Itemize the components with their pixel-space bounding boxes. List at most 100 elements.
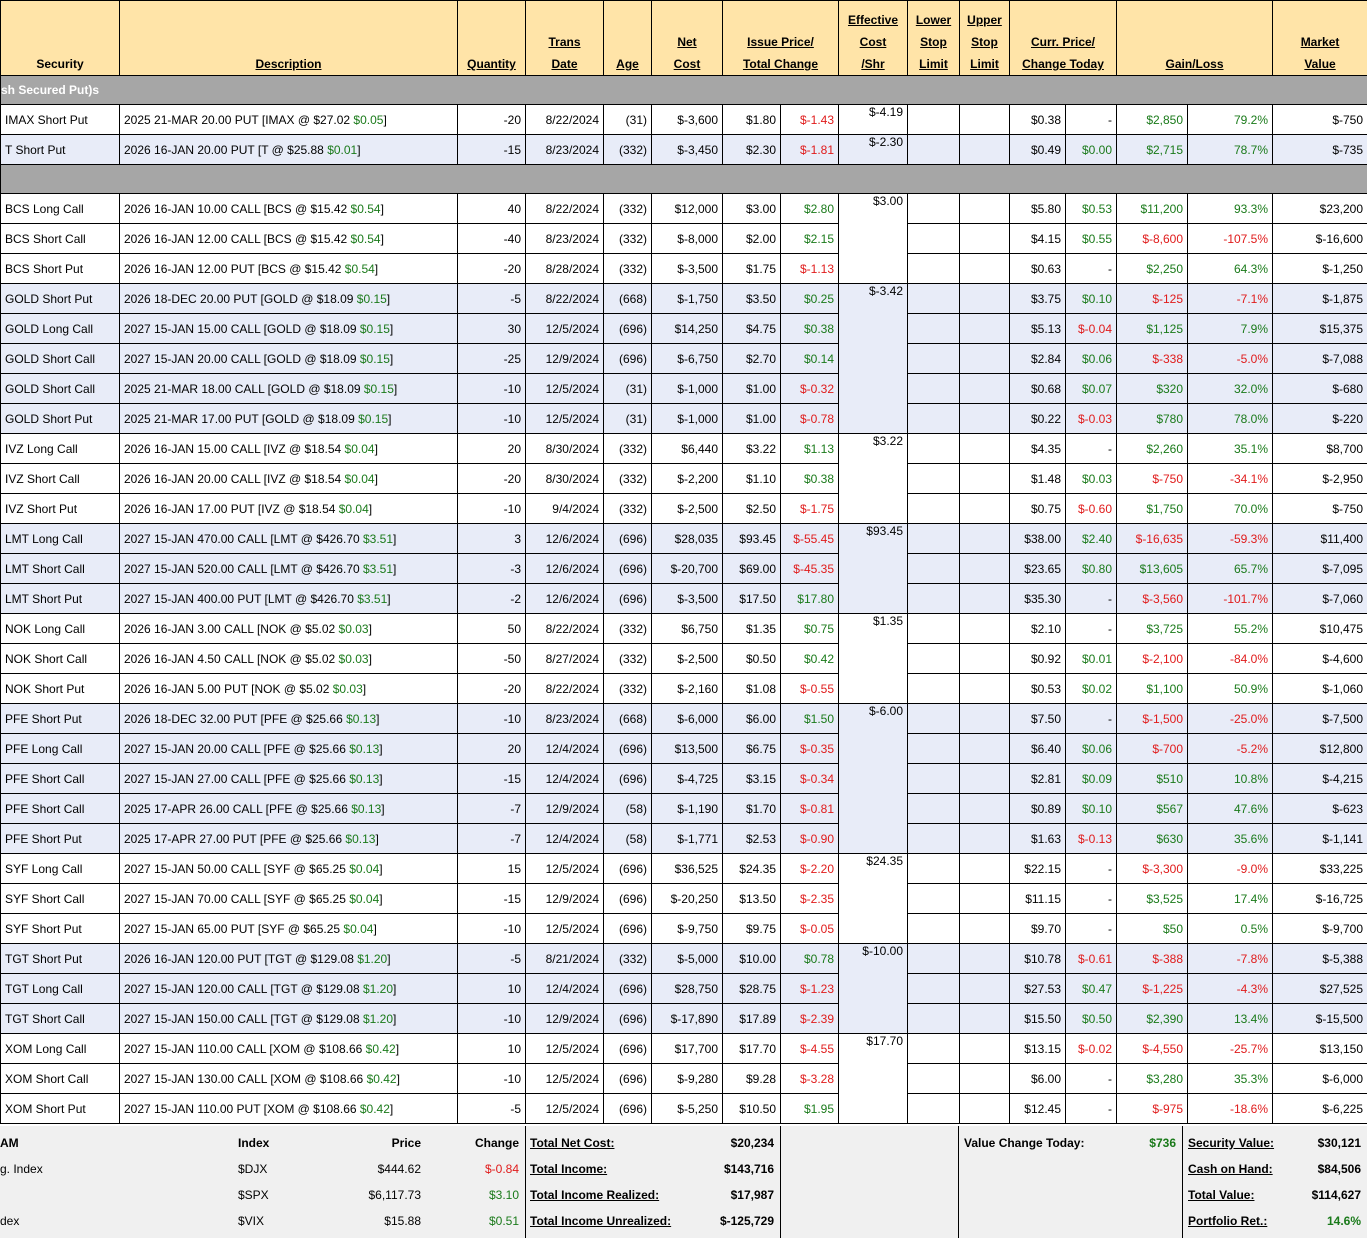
table-row[interactable]: TGT Long Call 2027 15-JAN 120.00 CALL [TG…	[0, 973, 1367, 1004]
gain-loss-cell: $630	[1116, 823, 1189, 854]
description-cell: 2027 15-JAN 20.00 CALL [PFE @ $25.66 $0.…	[119, 733, 458, 764]
gain-loss-cell: $1,125	[1116, 313, 1189, 344]
underlying-change: $0.15	[356, 291, 387, 306]
curr-price-cell: $38.00	[1009, 523, 1066, 554]
table-row[interactable]: LMT Short Call 2027 15-JAN 520.00 CALL [L…	[0, 553, 1367, 584]
table-row[interactable]: LMT Short Put 2027 15-JAN 400.00 PUT [LMT…	[0, 583, 1367, 614]
col-curr-price[interactable]: Curr. Price/Change Today	[1008, 0, 1118, 76]
table-row[interactable]: TGT Short Put 2026 16-JAN 120.00 PUT [TGT…	[0, 943, 1367, 974]
col-description[interactable]: Description	[119, 0, 458, 76]
table-row[interactable]: SYF Long Call 2027 15-JAN 50.00 CALL [SYF…	[0, 853, 1367, 884]
lower-stop-cell	[907, 313, 960, 344]
security-cell: NOK Short Put	[0, 673, 120, 704]
security-cell: GOLD Short Call	[0, 343, 120, 374]
bracket-close: ]	[380, 231, 384, 246]
col-upper-stop[interactable]: Upper Stop Limit	[959, 0, 1010, 76]
table-row[interactable]: XOM Short Call 2027 15-JAN 130.00 CALL [X…	[0, 1063, 1367, 1094]
quantity-cell: -5	[457, 1093, 526, 1124]
table-row[interactable]: IVZ Long Call 2026 16-JAN 15.00 CALL [IVZ…	[0, 433, 1367, 464]
table-row[interactable]: BCS Short Call 2026 16-JAN 12.00 CALL [BC…	[0, 223, 1367, 254]
table-row[interactable]: PFE Short Put 2025 17-APR 27.00 PUT [PFE …	[0, 823, 1367, 854]
bracket-close: ]	[379, 861, 383, 876]
issue-price-cell: $1.75	[722, 253, 781, 284]
table-row[interactable]: SYF Short Call 2027 15-JAN 70.00 CALL [SY…	[0, 883, 1367, 914]
col-net-cost[interactable]: Net Cost	[651, 0, 723, 76]
change-today-cell: -	[1064, 913, 1118, 944]
table-row[interactable]: GOLD Short Call 2027 15-JAN 20.00 CALL [G…	[0, 343, 1367, 374]
section-separator	[0, 164, 1367, 194]
quantity-cell: -25	[457, 343, 526, 374]
table-row[interactable]: IMAX Short Put 2025 21-MAR 20.00 PUT [IMA…	[0, 104, 1367, 135]
table-row[interactable]: NOK Short Put 2026 16-JAN 5.00 PUT [NOK @…	[0, 673, 1367, 704]
option-description: 2027 15-JAN 400.00 PUT [LMT @ $426.70	[124, 591, 358, 606]
table-row[interactable]: IVZ Short Call 2026 16-JAN 20.00 CALL [IV…	[0, 463, 1367, 494]
table-row[interactable]: PFE Long Call 2027 15-JAN 20.00 CALL [PFE…	[0, 733, 1367, 764]
curr-price-cell: $2.81	[1009, 763, 1066, 794]
table-row[interactable]: IVZ Short Put 2026 16-JAN 17.00 PUT [IVZ …	[0, 493, 1367, 524]
security-cell: GOLD Short Call	[0, 373, 120, 404]
security-cell: XOM Short Call	[0, 1063, 120, 1094]
table-row[interactable]: SYF Short Put 2027 15-JAN 65.00 PUT [SYF …	[0, 913, 1367, 944]
table-row[interactable]: GOLD Short Call 2025 21-MAR 18.00 CALL [G…	[0, 373, 1367, 404]
col-effective-cost[interactable]: Effective Cost/Shr	[838, 0, 908, 76]
curr-price-cell: $0.92	[1009, 643, 1066, 674]
description-cell: 2025 21-MAR 18.00 CALL [GOLD @ $18.09 $0…	[119, 373, 458, 404]
lower-stop-cell	[907, 1093, 960, 1124]
table-row[interactable]: GOLD Long Call 2027 15-JAN 15.00 CALL [GO…	[0, 313, 1367, 344]
age-cell: (332)	[603, 643, 652, 674]
quantity-cell: -15	[457, 883, 526, 914]
gain-loss-pct-cell: -25.0%	[1187, 703, 1274, 734]
underlying-change: $0.04	[338, 501, 369, 516]
col-quantity[interactable]: Quantity	[457, 0, 526, 76]
col-gain-loss[interactable]: Gain/Loss	[1116, 0, 1274, 76]
security-cell: IMAX Short Put	[0, 104, 120, 135]
trans-date-cell: 12/5/2024	[525, 913, 604, 944]
issue-price-cell: $0.50	[722, 643, 781, 674]
table-row[interactable]: PFE Short Call 2025 17-APR 26.00 CALL [PF…	[0, 793, 1367, 824]
table-row[interactable]: XOM Long Call 2027 15-JAN 110.00 CALL [XO…	[0, 1033, 1367, 1064]
underlying-change: $0.03	[338, 621, 369, 636]
col-market-value[interactable]: Market Value	[1272, 0, 1367, 76]
curr-price-cell: $0.49	[1009, 134, 1066, 165]
table-row[interactable]: XOM Short Put 2027 15-JAN 110.00 PUT [XOM…	[0, 1093, 1367, 1124]
option-description: 2026 18-DEC 20.00 PUT [GOLD @ $18.09	[124, 291, 357, 306]
table-row[interactable]: TGT Short Call 2027 15-JAN 150.00 CALL [T…	[0, 1003, 1367, 1034]
table-row[interactable]: GOLD Short Put 2025 21-MAR 17.00 PUT [GOL…	[0, 403, 1367, 434]
lower-stop-cell	[907, 583, 960, 614]
option-description: 2027 15-JAN 120.00 CALL [TGT @ $129.08	[124, 981, 363, 996]
description-cell: 2027 15-JAN 20.00 CALL [GOLD @ $18.09 $0…	[119, 343, 458, 374]
col-lower-stop[interactable]: Lower Stop Limit	[907, 0, 960, 76]
col-age[interactable]: Age	[603, 0, 652, 76]
curr-price-cell: $4.35	[1009, 433, 1066, 464]
description-cell: 2026 16-JAN 10.00 CALL [BCS @ $15.42 $0.…	[119, 193, 458, 224]
table-row[interactable]: PFE Short Call 2027 15-JAN 27.00 CALL [PF…	[0, 763, 1367, 794]
lower-stop-cell	[907, 373, 960, 404]
gain-loss-pct-cell: 35.6%	[1187, 823, 1274, 854]
table-row[interactable]: LMT Long Call 2027 15-JAN 470.00 CALL [LM…	[0, 523, 1367, 554]
upper-stop-cell	[959, 643, 1010, 674]
effective-cost-cell: $93.45	[838, 523, 908, 554]
table-row[interactable]: PFE Short Put 2026 18-DEC 32.00 PUT [PFE …	[0, 703, 1367, 734]
table-row[interactable]: T Short Put 2026 16-JAN 20.00 PUT [T @ $2…	[0, 134, 1367, 165]
gain-loss-cell: $510	[1116, 763, 1189, 794]
quantity-cell: -3	[457, 553, 526, 584]
description-cell: 2027 15-JAN 70.00 CALL [SYF @ $65.25 $0.…	[119, 883, 458, 914]
bracket-close: ]	[393, 1011, 397, 1026]
effective-cost-cell: $17.70	[838, 1033, 908, 1064]
table-row[interactable]: NOK Short Call 2026 16-JAN 4.50 CALL [NOK…	[0, 643, 1367, 674]
totals-panel: Total Net Cost: $20,234 Total Income: $1…	[525, 1126, 781, 1238]
table-row[interactable]: BCS Short Put 2026 16-JAN 12.00 PUT [BCS …	[0, 253, 1367, 284]
col-issue-price[interactable]: Issue Price/Total Change	[722, 0, 839, 76]
net-cost-cell: $-8,000	[651, 223, 723, 254]
trans-date-cell: 8/23/2024	[525, 134, 604, 165]
issue-price-cell: $1.00	[722, 403, 781, 434]
gain-loss-pct-cell: 0.5%	[1187, 913, 1274, 944]
upper-stop-cell	[959, 793, 1010, 824]
description-cell: 2027 15-JAN 15.00 CALL [GOLD @ $18.09 $0…	[119, 313, 458, 344]
col-security[interactable]: Security	[0, 0, 120, 76]
table-row[interactable]: NOK Long Call 2026 16-JAN 3.00 CALL [NOK …	[0, 613, 1367, 644]
col-trans-date[interactable]: Trans Date	[525, 0, 604, 76]
market-value-cell: $-7,060	[1272, 583, 1367, 614]
table-row[interactable]: BCS Long Call 2026 16-JAN 10.00 CALL [BCS…	[0, 193, 1367, 224]
table-row[interactable]: GOLD Short Put 2026 18-DEC 20.00 PUT [GOL…	[0, 283, 1367, 314]
